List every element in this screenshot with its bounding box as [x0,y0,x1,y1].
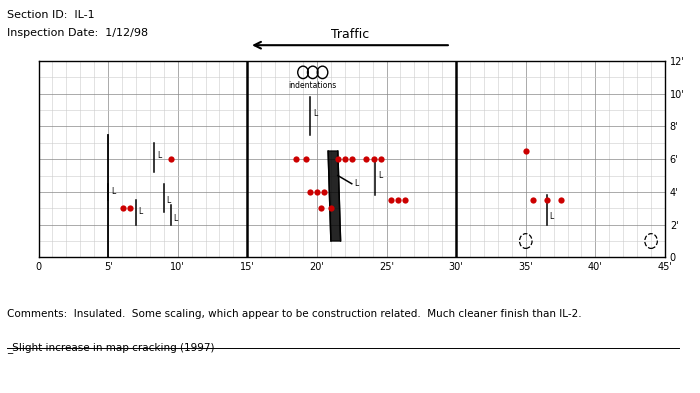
Text: L: L [167,196,171,205]
Text: Inspection Date:  1/12/98: Inspection Date: 1/12/98 [7,28,148,37]
Text: L: L [157,151,161,160]
Text: _Slight increase in map cracking (1997): _Slight increase in map cracking (1997) [7,342,214,353]
Text: L: L [354,179,359,188]
Text: L: L [139,207,143,216]
Text: L: L [378,171,382,180]
Text: Comments:  Insulated.  Some scaling, which appear to be construction related.  M: Comments: Insulated. Some scaling, which… [7,309,582,318]
Text: L: L [111,187,115,196]
Text: Traffic: Traffic [331,28,369,40]
Polygon shape [328,151,341,241]
Text: L: L [550,212,554,221]
Text: L: L [313,109,317,118]
Text: indentations: indentations [288,81,337,90]
Text: Section ID:  IL-1: Section ID: IL-1 [7,10,94,20]
Text: L: L [174,214,178,222]
